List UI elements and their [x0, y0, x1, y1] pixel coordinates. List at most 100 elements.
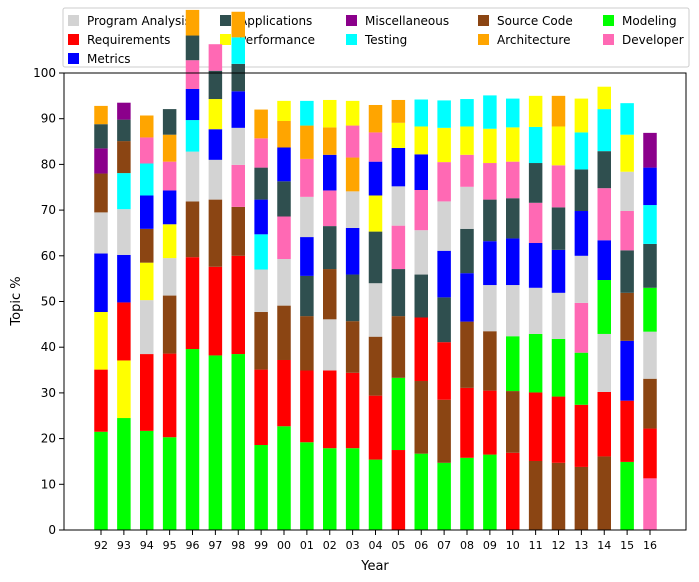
bar-segment — [551, 249, 566, 293]
bar-segment — [117, 254, 131, 303]
bar-segment — [368, 104, 383, 133]
bar-segment — [437, 462, 451, 530]
bar-segment — [345, 372, 360, 449]
bar-segment — [162, 224, 177, 259]
y-tick-label: 90 — [41, 112, 56, 126]
bar-segment — [162, 258, 177, 296]
bar-segment — [254, 199, 268, 235]
bar-segment — [277, 259, 291, 306]
bars-group — [94, 9, 657, 530]
bar-segment — [323, 190, 337, 227]
bar-segment — [231, 354, 245, 530]
bar-segment — [483, 163, 497, 200]
legend: Program Analysis Requirements Metrics Appli… — [62, 7, 690, 68]
bar-segment — [140, 262, 154, 301]
bar-segment — [254, 445, 268, 530]
bar-segment — [117, 302, 131, 361]
legend-swatch — [603, 15, 614, 26]
bar-segment — [437, 100, 451, 128]
bar-segment — [620, 171, 634, 212]
bar-segment — [414, 274, 428, 318]
legend-label: Miscellaneous — [365, 14, 449, 28]
bar-segment — [208, 44, 223, 71]
legend-swatch — [68, 15, 79, 26]
bar-segment — [368, 283, 383, 337]
bar-segment — [94, 253, 108, 313]
bar-segment — [643, 331, 657, 379]
bar-segment — [414, 453, 428, 530]
x-tick-label: 99 — [254, 539, 268, 552]
bar-segment — [162, 161, 177, 191]
bar-segment — [208, 129, 223, 160]
bar-segment — [323, 269, 337, 320]
bar-segment — [528, 95, 543, 127]
bar-segment — [208, 159, 223, 200]
bar-segment — [643, 205, 657, 244]
x-tick-label: 00 — [277, 539, 291, 552]
x-tick-label: 92 — [94, 539, 108, 552]
bar-segment — [597, 109, 611, 152]
x-tick-label: 94 — [140, 539, 154, 552]
bar-segment — [277, 360, 291, 427]
bar-segment — [460, 228, 474, 274]
y-tick-label: 40 — [41, 340, 56, 354]
y-axis-title: Topic % — [9, 276, 24, 326]
bar-segment — [254, 167, 268, 200]
bar-segment — [528, 126, 543, 164]
bar-segment — [551, 207, 566, 250]
bar-segment — [391, 269, 406, 317]
bar-segment — [254, 138, 268, 168]
legend-swatch — [68, 53, 79, 64]
bar-segment — [414, 381, 428, 454]
bar-segment — [162, 134, 177, 162]
x-tick-label: 13 — [574, 539, 588, 552]
legend-label: Metrics — [87, 52, 131, 66]
x-tick-label: 07 — [437, 539, 451, 552]
bar-segment — [437, 399, 451, 463]
bar-segment — [231, 255, 245, 355]
legend-label: Developer — [622, 33, 684, 47]
bar-segment — [574, 169, 589, 212]
bar-segment — [140, 300, 154, 355]
bar-segment — [391, 99, 406, 123]
bar-segment — [254, 269, 268, 313]
bar-segment — [597, 456, 611, 530]
bar-segment — [620, 250, 634, 293]
bar-segment — [483, 390, 497, 455]
bar-segment — [483, 241, 497, 286]
bar-segment — [414, 154, 428, 190]
bar-segment — [574, 132, 589, 170]
bar-segment — [551, 95, 566, 127]
y-tick-label: 60 — [41, 249, 56, 263]
bar-segment — [345, 191, 360, 228]
legend-swatch — [478, 15, 489, 26]
bar-segment — [574, 404, 589, 467]
bar-segment — [368, 132, 383, 162]
bar-segment — [345, 321, 360, 373]
legend-swatch — [220, 34, 231, 45]
bar-segment — [162, 295, 177, 354]
x-tick-label: 05 — [391, 539, 405, 552]
bar-segment — [643, 478, 657, 530]
bar-segment — [300, 158, 314, 197]
bar-segment — [620, 340, 634, 401]
bar-segment — [460, 273, 474, 322]
bar-segment — [506, 161, 520, 199]
bar-segment — [368, 459, 383, 530]
bar-segment — [368, 161, 383, 196]
bar-segment — [323, 370, 337, 449]
bar-segment — [300, 237, 314, 276]
bar-segment — [437, 201, 451, 251]
bar-segment — [643, 132, 657, 168]
bar-segment — [208, 70, 223, 100]
bar-segment — [460, 126, 474, 155]
bar-segment — [117, 173, 131, 210]
bar-segment — [597, 86, 611, 110]
bar-segment — [323, 448, 337, 530]
bar-segment — [597, 333, 611, 392]
bar-segment — [506, 127, 520, 162]
bar-segment — [231, 11, 245, 38]
bar-segment — [323, 99, 337, 128]
bar-segment — [162, 437, 177, 530]
bar-segment — [643, 167, 657, 206]
